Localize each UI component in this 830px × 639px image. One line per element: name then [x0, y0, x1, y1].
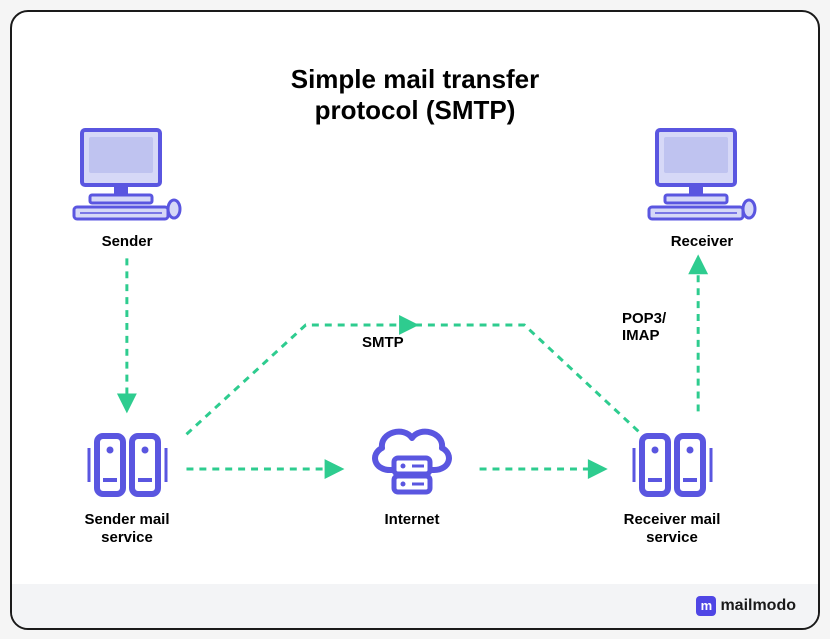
- node-sender-service: Sender mail service: [72, 430, 182, 547]
- brand-logo: m mailmodo: [696, 596, 796, 616]
- node-receiver-label: Receiver: [642, 233, 762, 251]
- node-internet: Internet: [357, 422, 467, 529]
- computer-icon: [72, 122, 182, 227]
- computer-icon: [647, 122, 757, 227]
- edge-label-smtp: SMTP: [362, 334, 404, 351]
- brand-text: mailmodo: [720, 597, 796, 615]
- node-internet-label: Internet: [357, 511, 467, 529]
- node-receiver-service-label: Receiver mail service: [617, 511, 727, 547]
- server-icon: [630, 430, 715, 505]
- brand-icon: m: [696, 596, 716, 616]
- server-icon: [85, 430, 170, 505]
- node-sender-label: Sender: [67, 233, 187, 251]
- node-receiver: Receiver: [642, 122, 762, 251]
- node-receiver-service: Receiver mail service: [617, 430, 727, 547]
- node-sender: Sender: [67, 122, 187, 251]
- diagram-frame: Simple mail transfer protocol (SMTP) Sen…: [10, 10, 820, 630]
- edge-label-pop3: POP3/ IMAP: [622, 310, 666, 345]
- cloud-server-icon: [362, 422, 462, 505]
- diagram-title: Simple mail transfer protocol (SMTP): [291, 64, 540, 126]
- footer-bar: m mailmodo: [12, 584, 818, 628]
- node-sender-service-label: Sender mail service: [72, 511, 182, 547]
